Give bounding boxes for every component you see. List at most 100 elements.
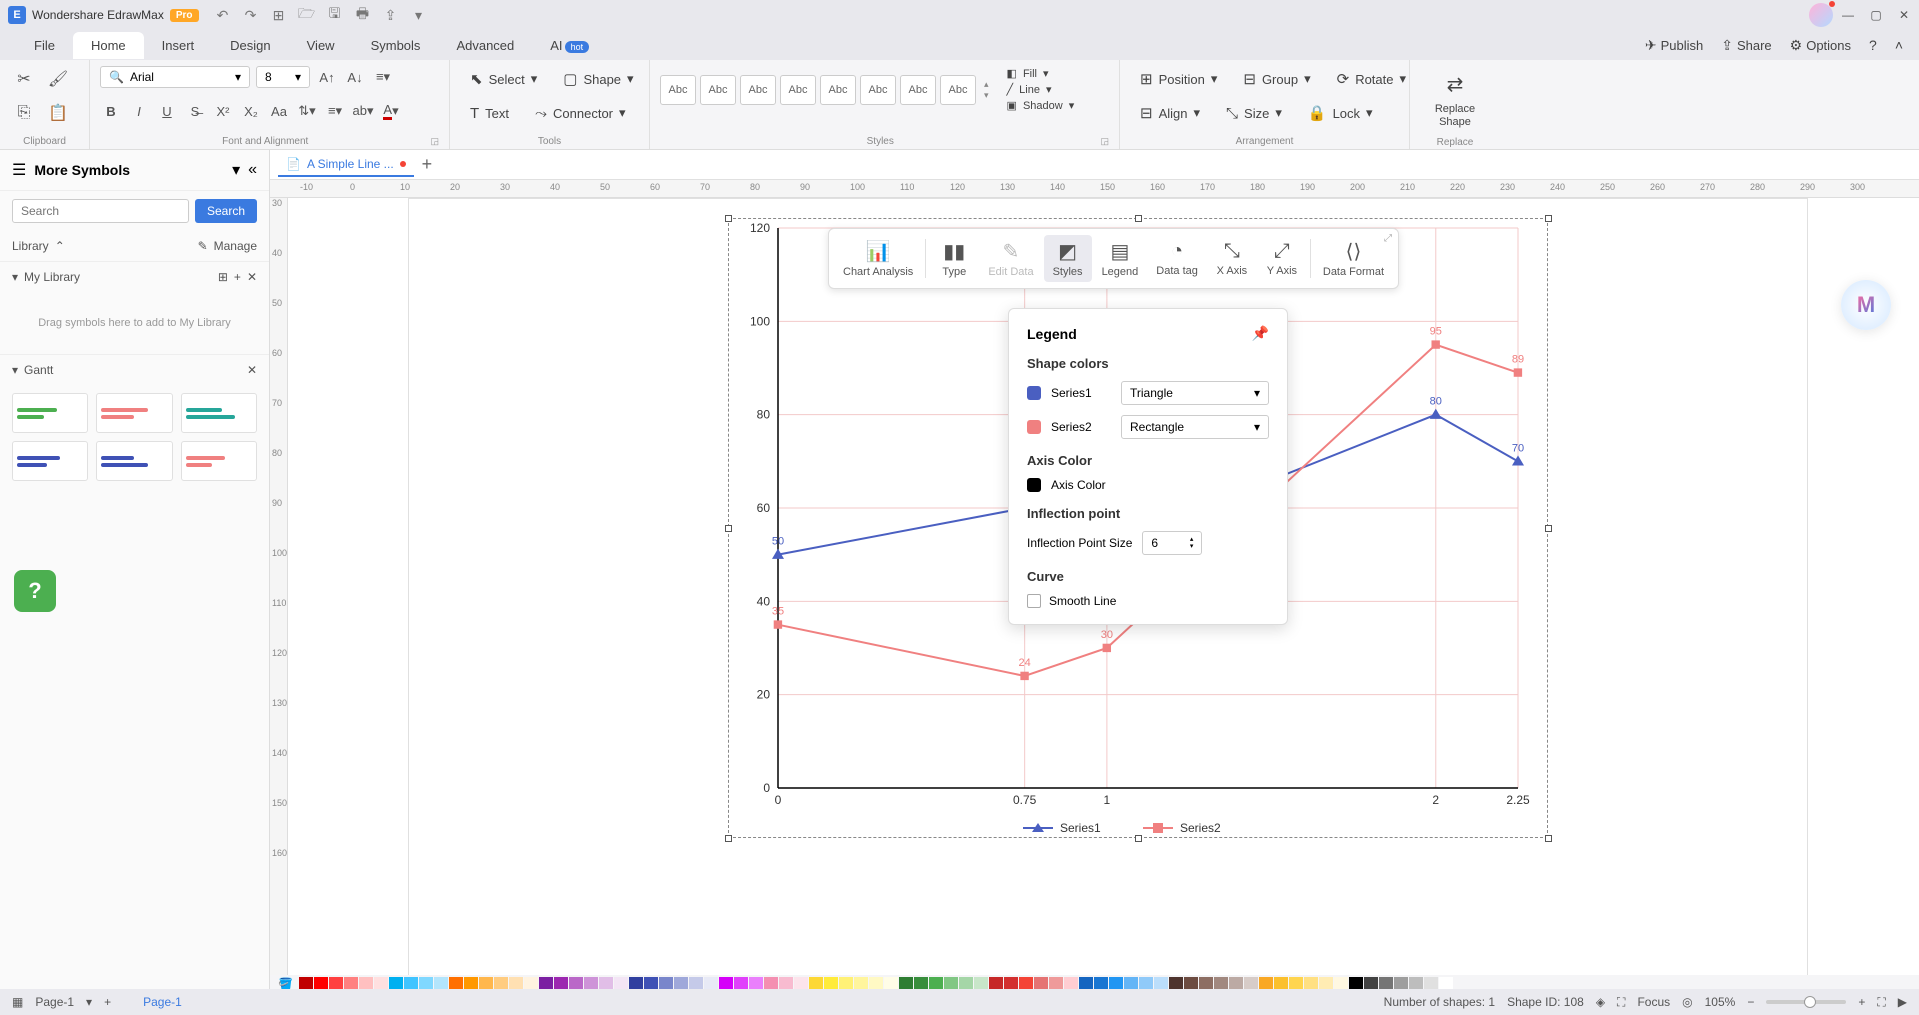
chart-styles-button[interactable]: ◩Styles — [1044, 235, 1092, 282]
symbol-search-button[interactable]: Search — [195, 199, 257, 223]
tab-view[interactable]: View — [289, 32, 353, 59]
styles-scroll-up[interactable]: ▴ — [984, 79, 989, 90]
y-axis-button[interactable]: ⤢Y Axis — [1258, 235, 1306, 282]
save-icon[interactable]: 🖫 — [327, 7, 343, 23]
mylib-expand-icon[interactable]: ▾ — [12, 270, 18, 284]
bullets-button[interactable]: ≡▾ — [324, 100, 346, 122]
superscript-button[interactable]: X² — [212, 100, 234, 122]
case-button[interactable]: Aa — [268, 100, 290, 122]
data-tag-button[interactable]: ◔Data tag — [1148, 235, 1206, 282]
zoom-fit-icon[interactable]: ◎ — [1682, 995, 1692, 1009]
page-selector-dropdown[interactable]: ▾ — [86, 995, 92, 1009]
styles-dialog-launcher[interactable]: ◲ — [1100, 136, 1109, 147]
font-color-button[interactable]: A▾ — [380, 100, 402, 122]
gantt-symbol-6[interactable] — [181, 441, 257, 481]
tab-home[interactable]: Home — [73, 32, 144, 59]
style-preset-5[interactable]: Abc — [820, 75, 856, 105]
mylib-close-icon[interactable]: ✕ — [247, 270, 257, 284]
series2-color-swatch[interactable] — [1027, 420, 1041, 434]
presentation-icon[interactable]: ▶ — [1898, 995, 1907, 1009]
subscript-button[interactable]: X₂ — [240, 100, 262, 122]
tab-insert[interactable]: Insert — [144, 32, 213, 59]
gantt-close-icon[interactable]: ✕ — [247, 363, 257, 377]
highlight-button[interactable]: ab▾ — [352, 100, 374, 122]
inflection-size-spinner[interactable]: 6▴▾ — [1142, 531, 1202, 555]
italic-button[interactable]: I — [128, 100, 150, 122]
pin-icon[interactable]: 📌 — [1252, 325, 1269, 342]
layers-icon[interactable]: ◈ — [1596, 995, 1605, 1009]
gantt-symbol-3[interactable] — [181, 393, 257, 433]
chart-analysis-button[interactable]: 📊Chart Analysis — [835, 235, 921, 282]
x-axis-button[interactable]: ⤡X Axis — [1208, 235, 1256, 282]
new-tab-button[interactable]: + — [422, 154, 433, 175]
print-icon[interactable]: 🖶 — [355, 7, 371, 23]
style-preset-4[interactable]: Abc — [780, 75, 816, 105]
options-button[interactable]: ⚙Options — [1790, 37, 1851, 54]
shape-tool[interactable]: ▢Shape▾ — [553, 66, 643, 92]
tab-file[interactable]: File — [16, 32, 73, 59]
series2-marker-dropdown[interactable]: Rectangle▾ — [1121, 415, 1269, 439]
gantt-symbol-1[interactable] — [12, 393, 88, 433]
group-dropdown[interactable]: ⊟Group▾ — [1233, 66, 1320, 92]
publish-button[interactable]: ✈Publish — [1645, 37, 1703, 54]
redo-icon[interactable]: ↷ — [243, 7, 259, 23]
canvas[interactable]: 02040608010012000.75122.2550605280703524… — [288, 198, 1919, 989]
position-dropdown[interactable]: ⊞Position▾ — [1130, 66, 1227, 92]
export-icon[interactable]: ⇪ — [383, 7, 399, 23]
style-preset-8[interactable]: Abc — [940, 75, 976, 105]
data-format-button[interactable]: ⟨⟩Data Format — [1315, 235, 1392, 282]
font-size-dropdown[interactable]: 8▾ — [256, 66, 310, 88]
style-preset-1[interactable]: Abc — [660, 75, 696, 105]
bold-button[interactable]: B — [100, 100, 122, 122]
focus-label[interactable]: Focus — [1637, 995, 1670, 1009]
add-page-button[interactable]: + — [104, 995, 111, 1009]
toolbar-pin-icon[interactable]: ⤢ — [1384, 233, 1392, 244]
style-preset-3[interactable]: Abc — [740, 75, 776, 105]
lock-dropdown[interactable]: 🔒Lock▾ — [1298, 100, 1383, 126]
decrease-font-button[interactable]: A↓ — [344, 66, 366, 88]
zoom-out-button[interactable]: − — [1747, 995, 1754, 1009]
gantt-symbol-2[interactable] — [96, 393, 172, 433]
increase-font-button[interactable]: A↑ — [316, 66, 338, 88]
edit-data-button[interactable]: ✎Edit Data — [980, 235, 1041, 282]
page-view-icon[interactable]: ▦ — [12, 995, 23, 1009]
close-button[interactable]: ✕ — [1897, 8, 1911, 22]
chart-type-button[interactable]: ▮▮Type — [930, 235, 978, 282]
gantt-expand-icon[interactable]: ▾ — [12, 363, 18, 377]
manage-button[interactable]: Manage — [214, 239, 257, 253]
tab-advanced[interactable]: Advanced — [438, 32, 532, 59]
style-preset-2[interactable]: Abc — [700, 75, 736, 105]
connector-tool[interactable]: ⤳Connector▾ — [525, 101, 636, 126]
mylib-new-icon[interactable]: ⊞ — [218, 270, 228, 284]
align-button-dropdown[interactable]: ⊟Align▾ — [1130, 100, 1210, 126]
mylib-dropzone[interactable]: Drag symbols here to add to My Library — [12, 300, 257, 346]
fullscreen-icon[interactable]: ⛶ — [1877, 995, 1885, 1010]
focus-icon[interactable]: ⛶ — [1617, 995, 1625, 1010]
tab-ai[interactable]: AIhot — [532, 32, 607, 59]
styles-scroll-down[interactable]: ▾ — [984, 90, 989, 101]
open-icon[interactable]: 🗁 — [299, 7, 315, 23]
paste-button[interactable]: 📋 — [44, 100, 72, 126]
share-button[interactable]: ⇪Share — [1721, 37, 1771, 54]
axis-color-swatch[interactable] — [1027, 478, 1041, 492]
line-spacing-button[interactable]: ⇅▾ — [296, 100, 318, 122]
help-fab[interactable]: ? — [14, 570, 56, 612]
undo-icon[interactable]: ↶ — [215, 7, 231, 23]
page-selector[interactable]: Page-1 — [35, 995, 74, 1009]
library-collapse-icon[interactable]: ⌃ — [55, 239, 65, 253]
mylib-add-icon[interactable]: + — [234, 270, 241, 284]
gantt-symbol-4[interactable] — [12, 441, 88, 481]
gantt-symbol-5[interactable] — [96, 441, 172, 481]
minimize-button[interactable]: — — [1841, 8, 1855, 22]
user-avatar[interactable] — [1809, 3, 1833, 27]
text-tool[interactable]: TText — [460, 101, 519, 126]
maximize-button[interactable]: ▢ — [1869, 8, 1883, 22]
document-tab[interactable]: 📄 A Simple Line ... — [278, 153, 414, 177]
series1-color-swatch[interactable] — [1027, 386, 1041, 400]
replace-shape-button[interactable]: ⇄ Replace Shape — [1420, 66, 1490, 135]
help-button[interactable]: ? — [1869, 37, 1877, 53]
ai-assistant-fab[interactable]: M — [1841, 280, 1891, 330]
symbol-search-input[interactable] — [12, 199, 189, 223]
strikethrough-button[interactable]: S̶ — [184, 100, 206, 122]
size-dropdown[interactable]: ⤡Size▾ — [1216, 101, 1292, 126]
